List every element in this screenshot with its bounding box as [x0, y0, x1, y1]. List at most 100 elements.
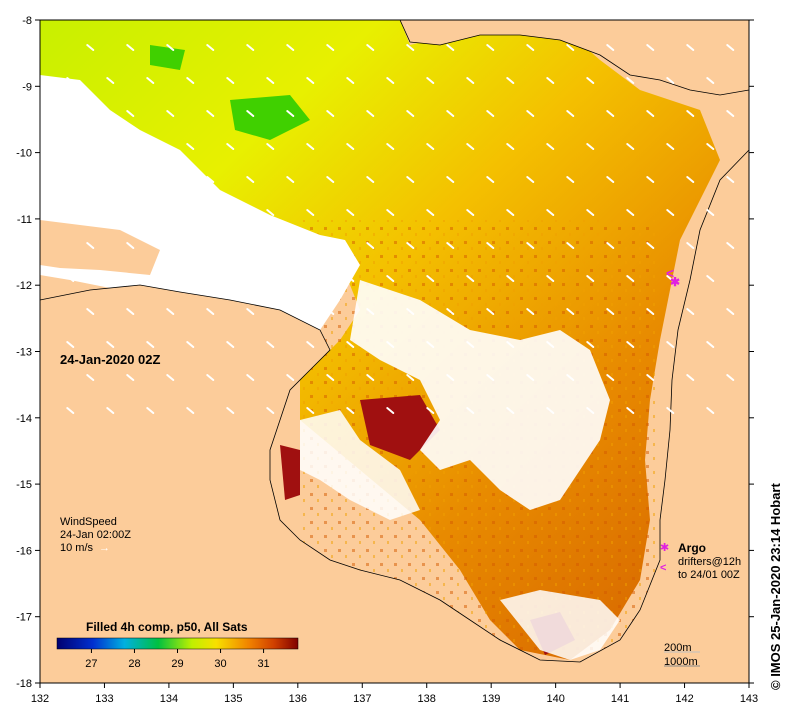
wind-vector — [526, 176, 535, 183]
wind-vector — [226, 209, 235, 216]
depth-legend-200m: 200m — [664, 642, 692, 654]
wind-vector — [326, 44, 335, 51]
wind-vector — [626, 407, 635, 414]
wind-vector — [126, 308, 135, 315]
latitude-axis: -8 -9 -10 -11 -12 -13 -14 -15 -16 -17 -18 — [16, 15, 754, 690]
wind-vector — [666, 77, 675, 84]
wind-vector — [266, 407, 275, 414]
longitude-axis: 132 133 134 135 136 137 138 139 140 141 142 143 — [31, 683, 758, 705]
wind-vector — [386, 407, 395, 414]
wind-vector — [206, 374, 215, 381]
wind-vector — [586, 407, 595, 414]
wind-vector — [726, 308, 735, 315]
wind-vector — [686, 44, 695, 51]
wind-vector — [426, 77, 435, 84]
wind-vector — [466, 341, 475, 348]
wind-vector — [686, 374, 695, 381]
wind-vector — [526, 44, 535, 51]
wind-vector — [486, 110, 495, 117]
lat-tick-label: -17 — [16, 612, 32, 624]
wind-vector — [446, 44, 455, 51]
wind-vector — [166, 44, 175, 51]
wind-vector — [106, 143, 115, 150]
depth-legend: 200m 1000m — [664, 641, 698, 669]
wind-vector — [406, 374, 415, 381]
colorbar-tick-label: 29 — [171, 658, 183, 670]
wind-vector — [506, 275, 515, 282]
lon-tick-label: 141 — [611, 693, 629, 705]
wind-vector — [566, 176, 575, 183]
wind-vector — [546, 77, 555, 84]
wind-vector — [286, 176, 295, 183]
wind-vector — [666, 143, 675, 150]
wind-vector — [146, 275, 155, 282]
wind-vector — [306, 143, 315, 150]
wind-vector — [306, 77, 315, 84]
wind-vector — [686, 308, 695, 315]
wind-vector — [206, 176, 215, 183]
wind-vector — [266, 209, 275, 216]
wind-vector — [246, 44, 255, 51]
wind-vector — [286, 44, 295, 51]
lon-tick-label: 134 — [160, 693, 178, 705]
wind-vector — [486, 374, 495, 381]
wind-vector — [666, 275, 675, 282]
wind-vector — [566, 44, 575, 51]
wind-vector — [306, 209, 315, 216]
sst-hot-patch — [280, 445, 300, 500]
wind-vector — [146, 341, 155, 348]
wind-vector — [166, 308, 175, 315]
wind-vector — [226, 407, 235, 414]
wind-vector — [326, 374, 335, 381]
wind-vector — [86, 110, 95, 117]
wind-vector — [186, 275, 195, 282]
wind-vector — [326, 110, 335, 117]
wind-vector — [726, 176, 735, 183]
land-northern-territory — [40, 150, 749, 683]
wind-vector — [646, 44, 655, 51]
credit-text: © IMOS 25-Jan-2020 23:14 Hobart — [768, 483, 783, 690]
wind-vector — [466, 209, 475, 216]
wind-vector — [326, 308, 335, 315]
drifter-marker: < — [666, 265, 674, 281]
wind-vector — [206, 110, 215, 117]
wind-vector — [346, 77, 355, 84]
wind-vector — [66, 407, 75, 414]
wind-vector — [466, 275, 475, 282]
wind-vector — [726, 374, 735, 381]
wind-vector — [146, 209, 155, 216]
wind-vector — [186, 407, 195, 414]
land-island — [40, 220, 160, 275]
colorbar-tick-label: 28 — [128, 658, 140, 670]
wind-vector — [206, 308, 215, 315]
wind-vector — [506, 341, 515, 348]
wind-vector — [126, 242, 135, 249]
wind-vector — [406, 176, 415, 183]
wind-vector — [166, 176, 175, 183]
wind-vector — [426, 341, 435, 348]
wind-vector — [666, 407, 675, 414]
wind-vector — [546, 341, 555, 348]
wind-vector — [606, 308, 615, 315]
lon-tick-label: 142 — [675, 693, 693, 705]
wind-vector — [646, 176, 655, 183]
wind-vector — [66, 143, 75, 150]
wind-vector — [566, 374, 575, 381]
wind-vector — [466, 77, 475, 84]
nodata-region — [500, 590, 620, 660]
lon-tick-label: 132 — [31, 693, 49, 705]
lon-tick-label: 133 — [95, 693, 113, 705]
wind-vector — [146, 143, 155, 150]
wind-vector — [86, 308, 95, 315]
wind-vector — [726, 110, 735, 117]
land-new-guinea — [400, 20, 749, 95]
wind-vector — [666, 209, 675, 216]
wind-vector — [366, 110, 375, 117]
wind-legend-scale: 10 m/s → — [60, 542, 131, 555]
wind-vector — [646, 242, 655, 249]
colorbar-title: Filled 4h comp, p50, All Sats — [86, 620, 248, 634]
drifters-legend-line1: drifters@12h — [678, 556, 742, 568]
wind-vector — [266, 143, 275, 150]
wind-arrow-icon: → — [99, 542, 111, 554]
wind-vector — [146, 77, 155, 84]
